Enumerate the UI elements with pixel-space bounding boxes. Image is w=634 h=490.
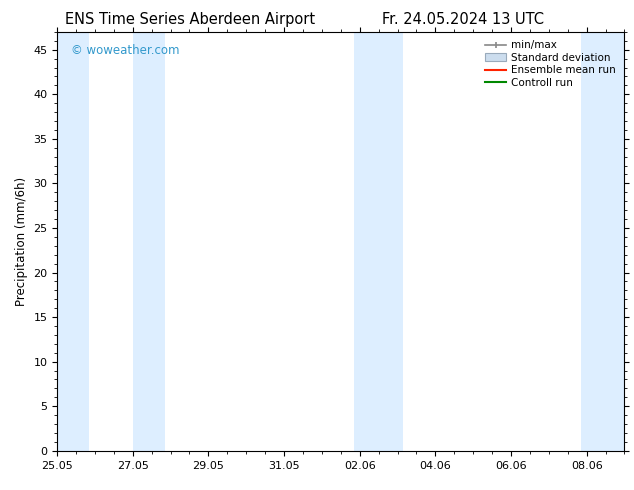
Text: ENS Time Series Aberdeen Airport: ENS Time Series Aberdeen Airport [65, 12, 315, 27]
Text: © woweather.com: © woweather.com [71, 45, 180, 57]
Bar [133, 32, 165, 451]
Bar [354, 32, 403, 451]
Bar [57, 32, 89, 451]
Bar [581, 32, 624, 451]
Legend: min/max, Standard deviation, Ensemble mean run, Controll run: min/max, Standard deviation, Ensemble me… [482, 37, 619, 91]
Y-axis label: Precipitation (mm/6h): Precipitation (mm/6h) [15, 177, 28, 306]
Text: Fr. 24.05.2024 13 UTC: Fr. 24.05.2024 13 UTC [382, 12, 544, 27]
